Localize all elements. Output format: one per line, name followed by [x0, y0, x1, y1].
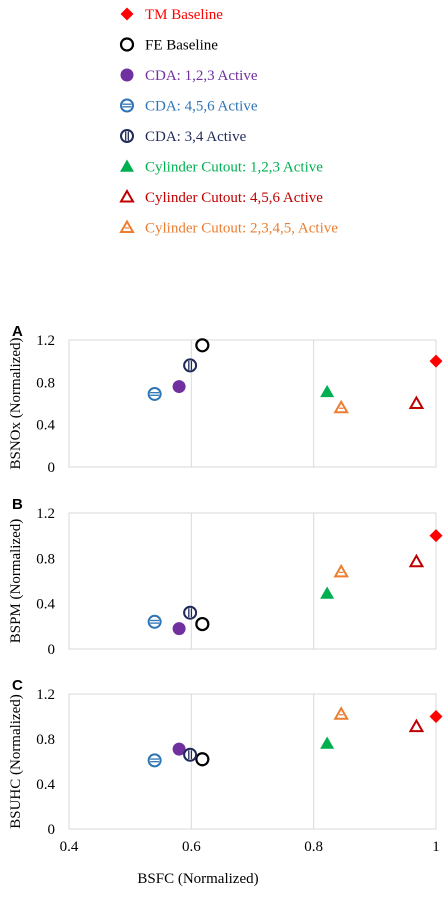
plot-frame	[68, 693, 437, 830]
legend-marker-fe	[119, 37, 135, 52]
x-tick-label: 0.8	[304, 839, 323, 855]
legend-label-cc456: Cylinder Cutout: 4,5,6 Active	[145, 190, 323, 206]
y-tick-label: 0	[48, 822, 56, 838]
point-cc456	[408, 718, 425, 733]
panel-A: A 0 0.4 0.8 1.2 BSNOx (Normalized)	[8, 323, 443, 476]
y-tick-label: 1.2	[36, 333, 55, 349]
legend-marker-cc2345	[119, 219, 135, 233]
legend-marker-cda34	[120, 129, 134, 143]
y-tick-label: 0	[48, 642, 56, 658]
legend-marker-cda123	[120, 68, 134, 82]
legend-label-cda123: CDA: 1,2,3 Active	[145, 68, 258, 84]
x-axis-label: BSFC (Normalized)	[137, 871, 258, 887]
panel-label: C	[12, 677, 23, 694]
legend-label-cda34: CDA: 3,4 Active	[145, 129, 247, 145]
y-tick-label: 1.2	[36, 506, 55, 522]
y-tick-label: 0.8	[36, 551, 55, 567]
point-cc2345	[333, 399, 349, 414]
legend-entry-cc123: Cylinder Cutout: 1,2,3 Active	[120, 159, 323, 176]
x-tick-label: 0.4	[60, 839, 79, 855]
point-cc456	[408, 395, 425, 409]
y-tick-label: 0.4	[36, 597, 55, 613]
legend-label-cc2345: Cylinder Cutout: 2,3,4,5, Active	[145, 221, 338, 237]
point-cc123	[320, 736, 335, 749]
y-axis-label: BSPM (Normalized)	[8, 519, 24, 644]
point-cda456	[147, 614, 162, 629]
point-cda34	[183, 747, 198, 762]
point-cc123	[320, 586, 335, 599]
legend-marker-cda456	[120, 98, 134, 113]
x-tick-label: 1	[432, 839, 440, 855]
y-axis-label: BSNOx (Normalized)	[8, 337, 24, 469]
panel-label: B	[12, 496, 23, 513]
legend-marker-tm	[120, 7, 134, 21]
legend-entry-cda123: CDA: 1,2,3 Active	[120, 68, 258, 84]
legend-entry-tm: TM Baseline	[120, 7, 223, 23]
point-tm	[429, 529, 443, 543]
y-axis-label: BSUHC (Normalized)	[8, 694, 24, 829]
point-cc456	[408, 553, 425, 568]
y-tick-label: 0.8	[36, 375, 55, 391]
point-fe	[195, 338, 210, 353]
legend-entry-fe: FE Baseline	[119, 37, 218, 54]
y-tick-label: 0.4	[36, 777, 55, 793]
point-cc123	[320, 384, 335, 398]
plot-frame	[68, 512, 437, 650]
point-cda123	[172, 380, 186, 394]
legend-entry-cda34: CDA: 3,4 Active	[120, 129, 247, 145]
point-cc2345	[333, 563, 349, 578]
x-tick-label: 0.6	[182, 839, 201, 855]
point-cda34	[183, 358, 198, 373]
legend-entry-cc456: Cylinder Cutout: 4,5,6 Active	[119, 188, 323, 206]
point-cda123	[172, 622, 186, 636]
y-tick-label: 0.8	[36, 732, 55, 748]
point-fe	[195, 616, 210, 632]
panel-label: A	[12, 323, 23, 340]
legend-marker-cc456	[119, 188, 135, 203]
legend-entry-cc2345: Cylinder Cutout: 2,3,4,5, Active	[119, 219, 338, 237]
legend-label-fe: FE Baseline	[145, 38, 218, 54]
point-cda456	[147, 386, 162, 401]
point-tm	[429, 354, 443, 368]
point-fe	[195, 752, 210, 767]
legend-label-tm: TM Baseline	[145, 7, 223, 23]
point-cda123	[172, 742, 186, 756]
legend-marker-cc123	[120, 159, 134, 172]
y-tick-label: 1.2	[36, 687, 55, 703]
plot-frame	[68, 339, 437, 468]
point-cda34	[183, 605, 198, 620]
y-tick-label: 0.4	[36, 418, 55, 434]
legend-label-cc123: Cylinder Cutout: 1,2,3 Active	[145, 160, 323, 176]
y-tick-label: 0	[48, 460, 56, 476]
legend-label-cda456: CDA: 4,5,6 Active	[145, 99, 258, 115]
point-cda456	[147, 753, 162, 768]
point-tm	[429, 710, 443, 723]
legend-entry-cda456: CDA: 4,5,6 Active	[120, 98, 258, 115]
point-cc2345	[333, 706, 349, 720]
legend: TM Baseline FE Baseline CDA: 1,2,3 Active C…	[119, 7, 338, 237]
panel-B: B 0 0.4 0.8 1.2 BSPM (Normalized)	[8, 496, 443, 658]
